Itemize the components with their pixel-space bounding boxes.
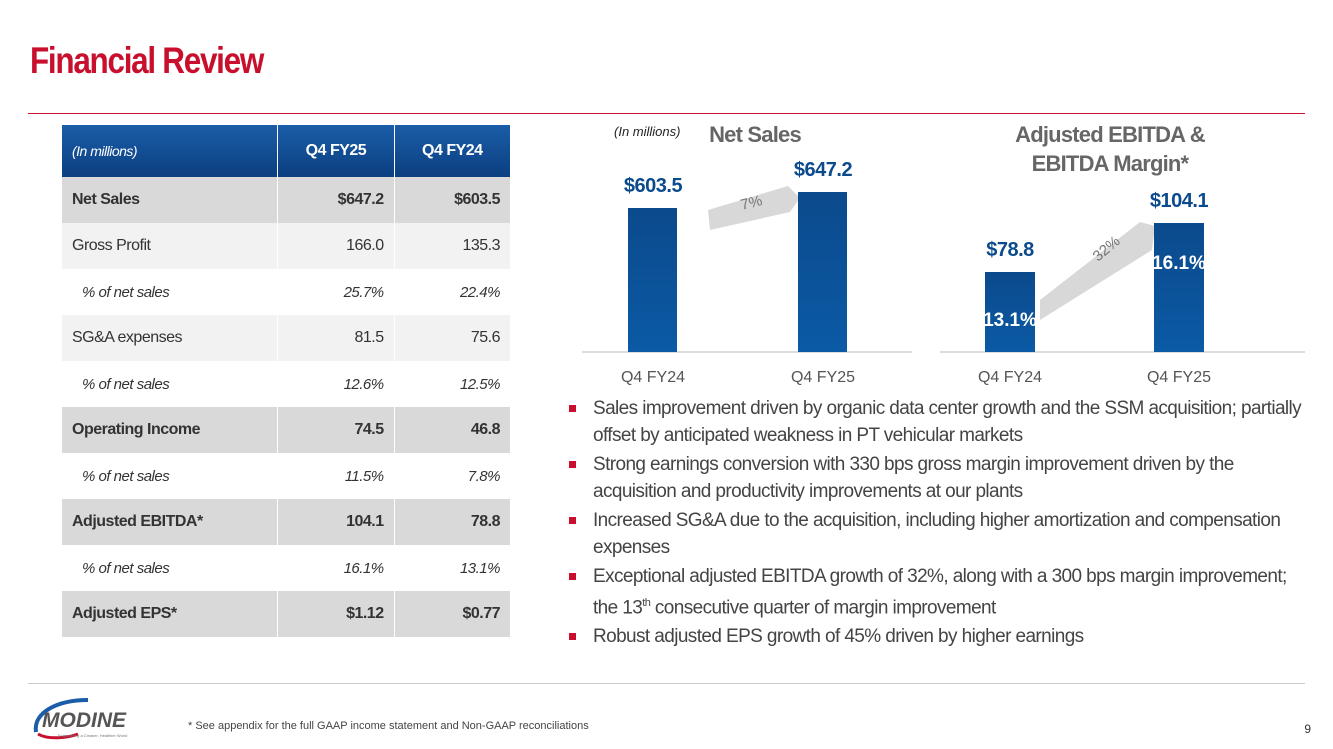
- growth-arrow-net-sales: [708, 186, 800, 230]
- bar-q4-fy25: [798, 192, 847, 352]
- cell-fy25: 11.5%: [277, 453, 395, 499]
- bar-value-label: $78.8: [986, 239, 1034, 262]
- cell-fy25: 166.0: [277, 223, 395, 269]
- axis-baseline: [582, 351, 912, 353]
- cell-fy24: 46.8: [394, 407, 512, 453]
- financial-table: (In millions) Q4 FY25 Q4 FY24 Net Sales $…: [62, 125, 512, 637]
- x-tick-label: Q4 FY24: [620, 369, 686, 386]
- cell-label: % of net sales: [62, 545, 279, 591]
- table-row: % of net sales 25.7% 22.4%: [62, 269, 512, 315]
- cell-label: Gross Profit: [62, 223, 279, 269]
- divider: [28, 113, 1305, 114]
- modine-logo: MODINE Engineering a Cleaner, Healthier …: [33, 698, 127, 740]
- bar-value-label: $603.5: [623, 174, 683, 197]
- table-row: SG&A expenses 81.5 75.6: [62, 315, 512, 361]
- cell-label: % of net sales: [62, 453, 279, 499]
- cell-fy25: 81.5: [277, 315, 395, 361]
- bar-q4-fy24: [985, 272, 1035, 352]
- bullet-item: Strong earnings conversion with 330 bps …: [567, 451, 1307, 505]
- cell-label: Net Sales: [62, 177, 279, 223]
- bullet-item: Sales improvement driven by organic data…: [567, 395, 1307, 449]
- cell-fy24: 75.6: [394, 315, 512, 361]
- table-row: Adjusted EPS* $1.12 $0.77: [62, 591, 512, 637]
- header-cell: Q4 FY24: [394, 125, 512, 177]
- net-sales-growth-label: 7%: [739, 192, 764, 214]
- margin-label: 13.1%: [983, 310, 1037, 331]
- ebitda-chart-title: Adjusted EBITDA & EBITDA Margin*: [1015, 122, 1206, 176]
- bar-value-label: $647.2: [793, 159, 853, 181]
- axis-baseline: [940, 351, 1305, 353]
- bar-q4-fy25: [1154, 223, 1204, 352]
- units-note: (In millions): [614, 124, 681, 139]
- table-row: Net Sales $647.2 $603.5: [62, 177, 512, 223]
- page-title: Financial Review: [30, 40, 264, 81]
- divider: [28, 683, 1305, 684]
- cell-fy25: 25.7%: [277, 269, 395, 315]
- table-row: Gross Profit 166.0 135.3: [62, 223, 512, 269]
- bullet-item: Increased SG&A due to the acquisition, i…: [567, 507, 1307, 561]
- margin-label: 16.1%: [1152, 253, 1206, 274]
- table-row: Operating Income 74.5 46.8: [62, 407, 512, 453]
- cell-label: % of net sales: [62, 361, 279, 407]
- cell-label: % of net sales: [62, 269, 279, 315]
- table-row: % of net sales 16.1% 13.1%: [62, 545, 512, 591]
- table-row: Adjusted EBITDA* 104.1 78.8: [62, 499, 512, 545]
- table-row: % of net sales 12.6% 12.5%: [62, 361, 512, 407]
- cell-label: Adjusted EBITDA*: [62, 499, 279, 545]
- x-tick-label: Q4 FY24: [977, 369, 1043, 386]
- svg-text:Engineering a Cleaner, Healthi: Engineering a Cleaner, Healthier World: [58, 733, 127, 738]
- cell-fy24: 12.5%: [394, 361, 512, 407]
- bar-q4-fy24: [628, 207, 677, 352]
- table-header: (In millions) Q4 FY25 Q4 FY24: [62, 125, 512, 177]
- cell-fy25: 12.6%: [277, 361, 395, 407]
- cell-fy24: $603.5: [394, 177, 512, 223]
- cell-label: Operating Income: [62, 407, 279, 453]
- bullet-list: Sales improvement driven by organic data…: [567, 395, 1307, 652]
- table-row: % of net sales 11.5% 7.8%: [62, 453, 512, 499]
- page-number: 9: [1304, 722, 1311, 736]
- cell-fy25: $1.12: [277, 591, 395, 637]
- cell-fy25: $647.2: [277, 177, 395, 223]
- cell-fy24: $0.77: [394, 591, 512, 637]
- header-cell: Q4 FY25: [277, 125, 395, 177]
- bar-value-label: $104.1: [1149, 190, 1209, 212]
- header-cell: (In millions): [62, 125, 279, 177]
- cell-fy25: 104.1: [277, 499, 395, 545]
- svg-text:MODINE: MODINE: [42, 709, 127, 732]
- bullet-item: Robust adjusted EPS growth of 45% driven…: [567, 623, 1307, 650]
- footnote: * See appendix for the full GAAP income …: [188, 720, 589, 732]
- cell-fy25: 16.1%: [277, 545, 395, 591]
- growth-arrow-ebitda: [1040, 222, 1155, 320]
- cell-fy25: 74.5: [277, 407, 395, 453]
- cell-label: Adjusted EPS*: [62, 591, 279, 637]
- cell-fy24: 78.8: [394, 499, 512, 545]
- bullet-item: Exceptional adjusted EBITDA growth of 32…: [567, 563, 1307, 621]
- net-sales-chart-title: Net Sales: [709, 122, 802, 147]
- cell-fy24: 7.8%: [394, 453, 512, 499]
- cell-fy24: 13.1%: [394, 545, 512, 591]
- x-tick-label: Q4 FY25: [1146, 369, 1212, 386]
- cell-fy24: 22.4%: [394, 269, 512, 315]
- cell-label: SG&A expenses: [62, 315, 279, 361]
- cell-fy24: 135.3: [394, 223, 512, 269]
- x-tick-label: Q4 FY25: [790, 369, 856, 386]
